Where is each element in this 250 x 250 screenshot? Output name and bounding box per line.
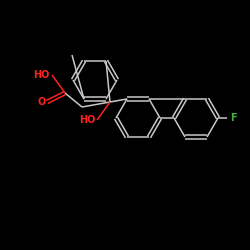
Text: F: F: [230, 113, 236, 123]
Text: HO: HO: [34, 70, 50, 80]
Text: O: O: [38, 97, 46, 107]
Text: HO: HO: [78, 115, 95, 125]
